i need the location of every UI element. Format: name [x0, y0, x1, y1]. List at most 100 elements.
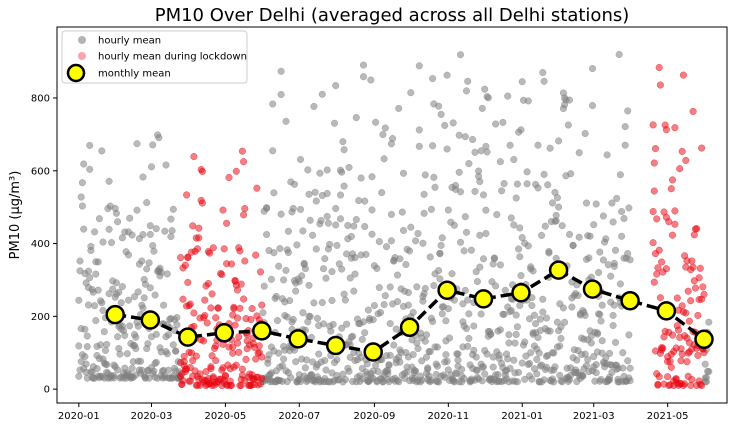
lockdown-point	[650, 278, 658, 286]
hourly-point	[137, 357, 145, 365]
hourly-point	[386, 320, 394, 328]
lockdown-point	[207, 304, 215, 312]
lockdown-point	[190, 153, 198, 161]
hourly-point	[456, 238, 465, 246]
hourly-point	[595, 268, 603, 277]
hourly-point	[479, 191, 488, 199]
hourly-point	[289, 315, 297, 323]
hourly-point	[312, 197, 320, 205]
hourly-point	[152, 330, 160, 338]
monthly-mean-point	[399, 317, 420, 338]
monthly-mean-point	[582, 279, 603, 299]
hourly-point	[552, 211, 560, 219]
hourly-point	[84, 301, 93, 309]
hourly-point	[86, 141, 94, 149]
lockdown-point	[700, 349, 708, 357]
hourly-point	[441, 121, 449, 129]
hourly-point	[275, 262, 283, 270]
hourly-point	[301, 364, 309, 372]
hourly-point	[599, 212, 607, 220]
hourly-point	[162, 161, 170, 169]
hourly-point	[465, 160, 473, 168]
hourly-point	[146, 230, 154, 238]
hourly-point	[273, 317, 282, 325]
hourly-point	[588, 65, 597, 73]
hourly-point	[461, 133, 469, 141]
lockdown-point	[233, 286, 242, 294]
lockdown-point	[201, 312, 209, 320]
lockdown-point	[247, 315, 255, 324]
hourly-point	[375, 238, 383, 246]
hourly-point	[280, 276, 288, 284]
hourly-point	[395, 378, 403, 386]
hourly-point	[368, 230, 376, 238]
hourly-point	[167, 215, 175, 223]
hourly-point	[626, 256, 634, 264]
hourly-point	[82, 360, 90, 368]
hourly-point	[507, 214, 515, 222]
hourly-point	[513, 378, 521, 386]
monthly-mean-point	[288, 329, 308, 349]
hourly-point	[86, 165, 94, 173]
hourly-point	[470, 322, 478, 330]
hourly-point	[464, 342, 472, 350]
hourly-point	[333, 356, 341, 364]
hourly-point	[483, 350, 491, 358]
hourly-point	[260, 282, 268, 290]
hourly-point	[152, 225, 160, 233]
x-tick-label: 2020-07	[278, 411, 320, 422]
hourly-point	[429, 75, 437, 83]
hourly-point	[172, 347, 180, 355]
hourly-point	[351, 254, 359, 262]
hourly-point	[272, 292, 280, 300]
hourly-point	[296, 155, 305, 164]
lockdown-point	[689, 107, 697, 115]
hourly-point	[151, 291, 159, 299]
hourly-point	[404, 301, 412, 309]
hourly-point	[395, 104, 403, 112]
hourly-point	[93, 365, 101, 373]
lockdown-point	[689, 263, 697, 271]
hourly-point	[163, 270, 171, 278]
lockdown-point	[235, 333, 243, 341]
x-tick-label: 2021-05	[647, 411, 689, 422]
monthly-mean-point	[105, 304, 125, 325]
lockdown-point	[681, 380, 689, 388]
hourly-point	[540, 376, 548, 384]
x-tick-label: 2020-01	[58, 411, 100, 422]
hourly-point	[322, 274, 330, 282]
hourly-point	[409, 351, 417, 359]
hourly-point	[701, 360, 709, 368]
hourly-point	[112, 209, 120, 217]
hourly-point	[550, 378, 558, 386]
lockdown-point	[212, 314, 220, 322]
x-tick-label: 2021-03	[573, 411, 615, 422]
hourly-point	[557, 334, 565, 342]
hourly-point	[429, 142, 437, 150]
lockdown-point	[221, 372, 229, 380]
hourly-point	[126, 214, 134, 222]
hourly-point	[437, 110, 445, 118]
hourly-point	[465, 310, 473, 318]
hourly-point	[375, 284, 383, 292]
hourly-point	[323, 166, 331, 174]
hourly-point	[517, 126, 525, 134]
hourly-point	[277, 90, 285, 99]
lockdown-point	[682, 156, 690, 164]
lockdown-point	[240, 211, 248, 219]
hourly-point	[558, 222, 566, 230]
plot-frame	[56, 26, 728, 404]
hourly-point	[575, 149, 583, 157]
hourly-point	[330, 119, 339, 127]
hourly-point	[387, 210, 395, 218]
lockdown-point	[184, 254, 192, 262]
hourly-point	[495, 351, 503, 359]
hourly-point	[87, 246, 95, 255]
hourly-point	[475, 167, 483, 175]
hourly-point	[313, 314, 322, 322]
hourly-point	[115, 288, 123, 296]
hourly-point	[478, 104, 486, 112]
hourly-point	[144, 340, 152, 348]
hourly-point	[367, 76, 375, 84]
lockdown-point	[655, 63, 663, 72]
